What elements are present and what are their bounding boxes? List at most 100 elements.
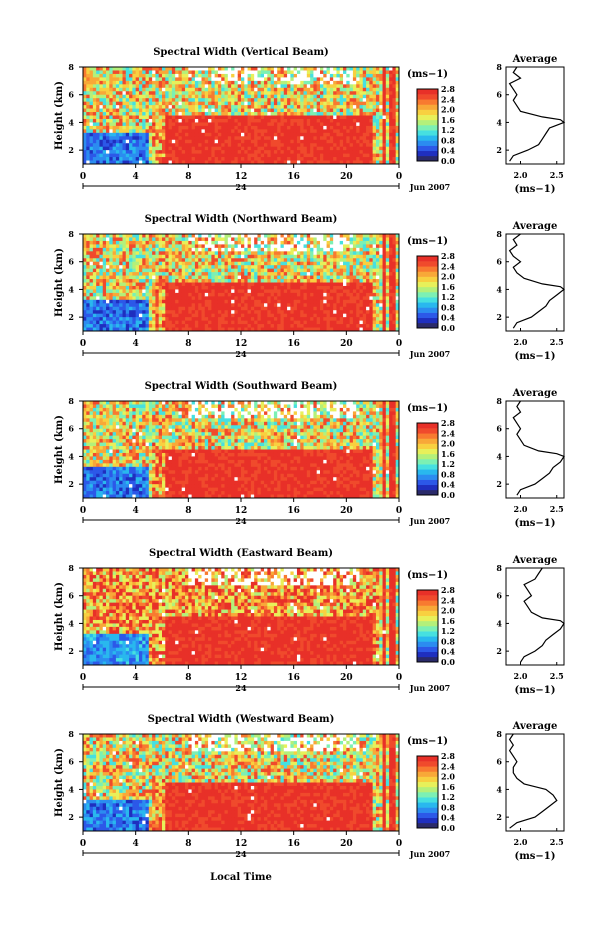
heatmap-cell	[372, 112, 377, 116]
heatmap-cell	[244, 108, 248, 113]
heatmap-cell	[247, 244, 252, 249]
heatmap-cell	[270, 146, 275, 151]
heatmap-cell	[257, 105, 262, 109]
heatmap-cell	[132, 101, 137, 106]
heatmap-cell	[277, 70, 281, 75]
heatmap-cell	[224, 108, 229, 113]
heatmap-cell	[313, 84, 318, 89]
heatmap-cell	[241, 125, 245, 130]
heatmap-cell	[260, 275, 265, 280]
heatmap-cell	[333, 118, 337, 123]
heatmap-cell	[267, 150, 272, 154]
heatmap-cell	[336, 317, 341, 321]
heatmap-cell	[188, 272, 193, 276]
heatmap-cell	[260, 289, 265, 294]
heatmap-cell	[231, 282, 235, 287]
heatmap-cell	[175, 251, 179, 256]
heatmap-cell	[138, 282, 143, 287]
heatmap-cell	[158, 129, 163, 134]
heatmap-cell	[287, 285, 291, 290]
heatmap-cell	[178, 327, 183, 332]
heatmap-cell	[349, 122, 354, 127]
heatmap-cell	[326, 101, 331, 106]
heatmap-cell	[96, 306, 100, 311]
heatmap-cell	[201, 143, 206, 148]
heatmap-cell	[356, 143, 360, 148]
heatmap-cell	[280, 160, 285, 165]
heatmap-cell	[333, 244, 337, 249]
heatmap-cell	[303, 254, 308, 259]
heatmap-cell	[343, 84, 347, 89]
heatmap-cell	[89, 324, 94, 328]
heatmap-cell	[227, 115, 232, 120]
heatmap-cell	[382, 108, 387, 113]
heatmap-cell	[194, 279, 199, 283]
heatmap-cell	[306, 73, 311, 78]
heatmap-cell	[145, 70, 150, 75]
heatmap-cell	[138, 272, 143, 276]
heatmap-cell	[86, 272, 90, 276]
heatmap-cell	[382, 146, 387, 151]
heatmap-cell	[316, 122, 321, 127]
heatmap-cell	[257, 84, 262, 89]
heatmap-cell	[112, 299, 117, 304]
heatmap-cell	[152, 279, 156, 283]
heatmap-cell	[208, 289, 212, 294]
heatmap-cell	[96, 150, 100, 154]
heatmap-cell	[356, 129, 360, 134]
heatmap-cell	[273, 282, 278, 287]
heatmap-cell	[221, 272, 225, 276]
heatmap-cell	[211, 296, 216, 301]
heatmap-cell	[83, 105, 87, 109]
heatmap-cell	[234, 310, 239, 315]
heatmap-cell	[188, 244, 193, 249]
heatmap-cell	[346, 136, 351, 141]
heatmap-cell	[152, 285, 156, 290]
heatmap-cell	[211, 150, 216, 154]
heatmap-cell	[290, 87, 295, 92]
heatmap-cell	[106, 258, 110, 263]
heatmap-cell	[204, 296, 209, 301]
heatmap-cell	[231, 324, 235, 328]
heatmap-cell	[313, 237, 318, 242]
heatmap-cell	[250, 146, 255, 151]
heatmap-cell	[280, 146, 285, 151]
heatmap-cell	[395, 122, 400, 127]
heatmap-cell	[115, 265, 120, 270]
heatmap-cell	[122, 150, 127, 154]
heatmap-cell	[86, 299, 90, 304]
heatmap-cell	[343, 139, 347, 144]
heatmap-cell	[372, 77, 377, 82]
heatmap-cell	[234, 143, 239, 148]
heatmap-cell	[155, 317, 160, 321]
heatmap-cell	[99, 146, 104, 151]
heatmap-cell	[109, 80, 114, 85]
heatmap-cell	[132, 254, 137, 259]
heatmap-cell	[162, 279, 166, 283]
heatmap-cell	[362, 73, 367, 78]
heatmap-cell	[326, 265, 331, 270]
heatmap-cell	[287, 265, 291, 270]
heatmap-cell	[339, 320, 344, 325]
heatmap-cell	[148, 310, 153, 315]
heatmap-cell	[296, 132, 301, 137]
colorbar-tick-label: 2.8	[441, 84, 455, 94]
heatmap-cell	[359, 67, 364, 71]
heatmap-cell	[227, 265, 232, 270]
heatmap-cell	[181, 289, 186, 294]
heatmap-cell	[270, 244, 275, 249]
heatmap-cell	[102, 327, 107, 332]
heatmap-cell	[188, 313, 193, 318]
heatmap-cell	[257, 282, 262, 287]
heatmap-cell	[194, 80, 199, 85]
heatmap-cell	[145, 296, 150, 301]
heatmap-cell	[201, 244, 206, 249]
heatmap-cell	[280, 129, 285, 134]
heatmap-cell	[221, 306, 225, 311]
heatmap-cell	[237, 254, 242, 259]
heatmap-cell	[227, 87, 232, 92]
heatmap-cell	[372, 129, 377, 134]
heatmap-cell	[234, 299, 239, 304]
heatmap-cell	[102, 146, 107, 151]
heatmap-cell	[115, 136, 120, 141]
